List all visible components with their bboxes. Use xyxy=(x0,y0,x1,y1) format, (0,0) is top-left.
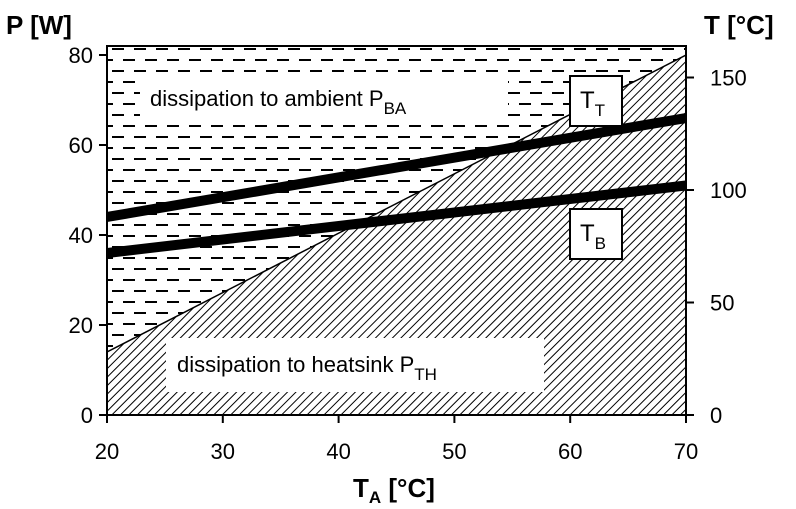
x-tick-label: 50 xyxy=(442,439,466,464)
x-tick-label: 60 xyxy=(558,439,582,464)
tb-label: TB xyxy=(580,220,606,253)
ambient-label: dissipation to ambient PBA xyxy=(150,86,407,118)
right-tick-label: 0 xyxy=(710,403,722,428)
right-tick-label: 100 xyxy=(710,178,747,203)
x-tick-label: 20 xyxy=(95,439,119,464)
heatsink-label: dissipation to heatsink PTH xyxy=(177,352,437,384)
right-tick-label: 50 xyxy=(710,291,734,316)
x-tick-label: 40 xyxy=(326,439,350,464)
left-tick-label: 40 xyxy=(69,223,93,248)
left-tick-label: 80 xyxy=(69,43,93,68)
tb-label-box xyxy=(569,208,623,260)
tt-label: TT xyxy=(580,87,605,120)
series-line-tb xyxy=(107,180,686,258)
x-axis-title: TA [°C] xyxy=(353,473,435,507)
left-tick-label: 20 xyxy=(69,313,93,338)
left-tick-label: 0 xyxy=(81,403,93,428)
x-tick-label: 70 xyxy=(674,439,698,464)
ambient-label-bg xyxy=(140,72,508,124)
heatsink-label-bg xyxy=(166,338,544,392)
tt-label-box xyxy=(569,75,623,127)
right-tick-label: 150 xyxy=(710,66,747,91)
left-tick-label: 60 xyxy=(69,133,93,158)
plot-frame xyxy=(106,45,687,416)
x-tick-label: 30 xyxy=(211,439,235,464)
left-axis-title: P [W] xyxy=(6,10,72,40)
series-line-tt xyxy=(107,113,686,222)
right-axis-title: T [°C] xyxy=(704,10,774,40)
